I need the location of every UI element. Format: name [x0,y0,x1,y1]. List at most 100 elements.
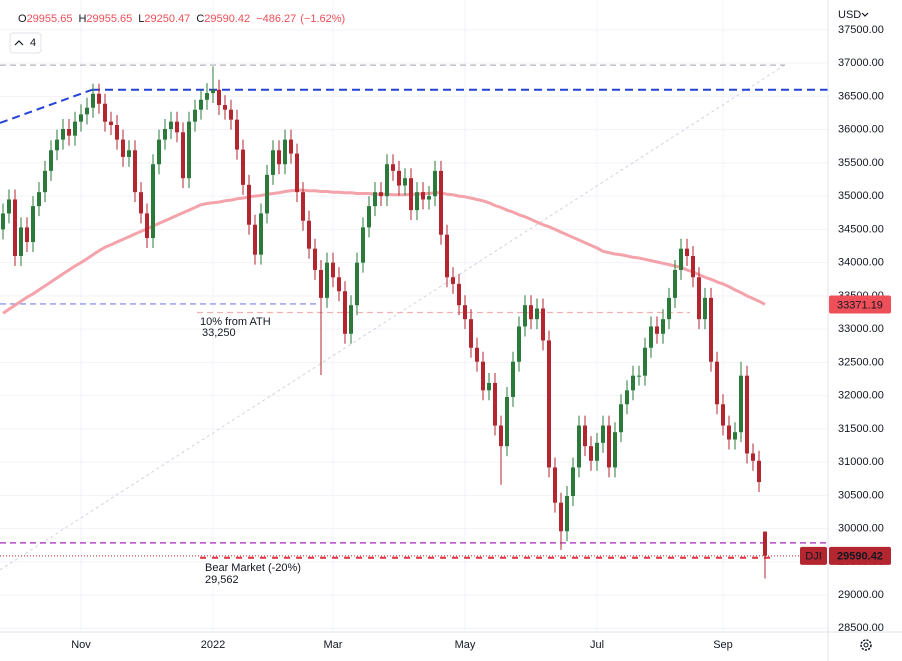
candle-body [265,174,269,214]
candle-body [601,425,605,443]
candle-body [451,277,455,284]
last-price-badge [829,546,891,565]
candle-body [319,269,323,298]
candle-body [259,213,263,255]
indicators-toggle[interactable]: 4 [9,32,42,54]
candle-body [277,150,281,165]
candle-body [355,262,359,306]
y-tick-label: 34500.00 [838,223,884,235]
candle-body [85,107,89,115]
candle-body [373,192,377,207]
symbol-badge-label: DJI [805,551,822,563]
y-tick-label: 29000.00 [838,589,884,601]
ohlc-value: 29250.47 [144,13,190,25]
candle-body [577,425,581,468]
candle-body [637,375,641,377]
currency-chevron [861,12,869,17]
y-tick-label: 31500.00 [838,423,884,435]
candle-body [235,119,239,150]
candle-body [19,227,23,256]
indicators-chevron [14,40,24,46]
y-tick-label: 36000.00 [838,124,884,136]
candle-body [421,192,425,200]
candle-body [37,192,41,207]
candle-body [409,178,413,211]
candle-body [1,213,5,230]
x-tick-label: Sep [713,639,733,651]
symbol-badge [800,546,827,565]
ohlc-value: 29955.65 [27,13,73,25]
y-tick-label: 36500.00 [838,90,884,102]
candle-body [589,446,593,461]
candle-body [289,139,293,154]
candle-body [733,432,737,440]
candle-body [73,121,77,136]
candle-body [181,132,185,179]
level-title: 10% from ATH [200,316,271,328]
candle-body [727,425,731,440]
candle-body [745,375,749,454]
candle-body [379,192,383,197]
candle-body [157,139,161,165]
candle-body [445,234,449,278]
y-tick-label: 35500.00 [838,157,884,169]
x-tick-label: Nov [71,639,91,651]
candle-body [205,93,209,100]
candle-body [337,277,341,292]
candle-body [79,114,83,122]
y-tick-label: 30000.00 [838,523,884,535]
x-tick-label: Mar [324,639,343,651]
candle-body [511,361,515,397]
ma-badge-label: 33371.19 [837,299,883,311]
candle-body [709,297,713,362]
candle-body [625,390,629,405]
settings-gear [860,639,872,651]
candle-body [535,308,539,320]
candle-body [13,199,17,256]
candle-body [313,248,317,270]
candle-body [679,248,683,270]
y-tick-label: 31000.00 [838,456,884,468]
candle-body [649,326,653,348]
candle-body [529,305,533,320]
trendline [0,88,93,124]
candle-body [613,432,617,468]
candle-body [595,442,599,461]
y-tick-label: 28500.00 [838,622,884,634]
change-pct: (−1.62%) [300,13,345,25]
y-tick-label: 34000.00 [838,257,884,269]
y-tick-label: 32500.00 [838,356,884,368]
y-tick-label: 37500.00 [838,24,884,36]
candle-body [127,150,131,157]
candle-body [571,467,575,497]
candle-body [301,192,305,221]
candle-body [193,109,197,122]
x-tick-label: 2022 [201,639,225,651]
settings-button[interactable] [860,639,872,651]
candle-body [115,125,119,140]
candle-body [103,103,107,122]
candle-body [61,128,65,140]
candle-body [721,404,725,426]
candle-body [619,404,623,433]
candle-body [691,255,695,278]
ohlc-letter: H [78,13,86,25]
candle-body [349,305,353,334]
candle-body [487,382,491,391]
change-value: −486.27 [256,13,296,25]
candle-body [517,326,521,362]
candle-body [31,206,35,243]
y-tick-label: 33000.00 [838,323,884,335]
candle-body [751,453,755,461]
ohlc-letter: L [138,13,144,25]
currency-button[interactable]: USD [838,9,869,21]
candle-body [361,227,365,263]
candle-body [697,277,701,320]
candle-body [583,425,587,447]
candle-body [133,150,137,193]
indicators-count: 4 [30,37,36,49]
candle-body [523,305,527,327]
candle-body [331,262,335,278]
